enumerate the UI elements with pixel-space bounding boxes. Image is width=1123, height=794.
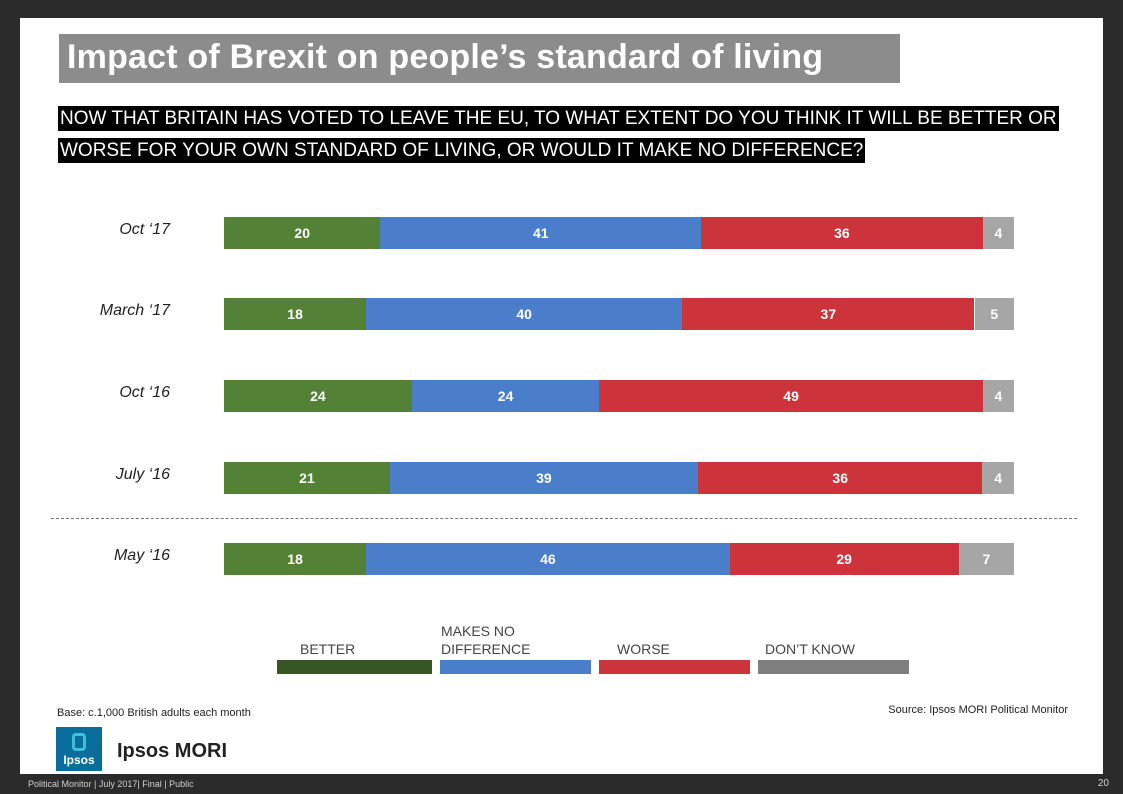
data-label: 4 (994, 388, 1003, 404)
logo-text: Ipsos (63, 753, 95, 767)
category-label: July ‘16 (115, 466, 170, 483)
legend-label-worse: WORSE (617, 640, 670, 658)
bar-segment-worse: 29 (729, 543, 959, 575)
chart-title: Impact of Brexit on people’s standard of… (67, 38, 824, 76)
data-label: 49 (783, 388, 799, 404)
data-label: 5 (990, 306, 999, 322)
data-label: 41 (532, 225, 549, 241)
data-label: 37 (820, 306, 837, 322)
bar-segment-better: 21 (224, 462, 390, 494)
dashed-divider (51, 518, 1077, 519)
bar-row: 24 24 49 4 (224, 380, 1014, 412)
bar-segment-dont-know: 7 (958, 543, 1014, 575)
data-label: 21 (299, 470, 315, 486)
data-label: 4 (994, 225, 1003, 241)
bar-row: 18 46 29 7 (224, 543, 1014, 575)
legend-swatch-better (277, 660, 432, 674)
ipsos-logo: Ipsos (56, 727, 102, 771)
bar-segment-worse: 36 (698, 462, 983, 494)
data-label: 18 (287, 551, 303, 567)
legend-label-better: BETTER (300, 640, 355, 658)
bar-segment-worse: 36 (701, 217, 983, 249)
legend-swatch-worse (599, 660, 750, 674)
data-label: 36 (834, 225, 850, 241)
category-label: Oct ‘17 (119, 221, 170, 238)
bar-segment-better: 18 (224, 543, 367, 575)
bar-segment-better: 18 (224, 298, 367, 330)
legend-label-line: WORSE (617, 641, 670, 657)
category-label: Oct ‘16 (119, 384, 170, 401)
logo-mark-icon (72, 733, 86, 751)
bar-segment-dont-know: 4 (982, 462, 1014, 494)
legend-swatch-dont-know (758, 660, 909, 674)
legend-label-line: MAKES NO (441, 623, 515, 639)
slide: Impact of Brexit on people’s standard of… (20, 18, 1103, 774)
bar-segment-no-difference: 40 (366, 298, 683, 330)
data-label: 24 (497, 388, 514, 404)
legend-label-dont-know: DON’T KNOW (765, 640, 855, 658)
page-number: 20 (1097, 778, 1109, 789)
legend-label-line: BETTER (300, 641, 356, 657)
data-label: 4 (994, 470, 1003, 486)
bar-segment-worse: 37 (682, 298, 975, 330)
bar-segment-dont-know: 5 (974, 298, 1014, 330)
question-text: NOW THAT BRITAIN HAS VOTED TO LEAVE THE … (58, 103, 1059, 167)
category-label: March ‘17 (99, 302, 170, 319)
legend-label-line: DON’T KNOW (765, 641, 855, 657)
bar-segment-better: 20 (224, 217, 381, 249)
data-label: 39 (536, 470, 552, 486)
category-label: May ‘16 (113, 547, 170, 564)
bar-row: 18 40 37 5 (224, 298, 1014, 330)
data-label: 7 (982, 551, 991, 567)
legend-swatch-no-difference (440, 660, 591, 674)
data-label: 20 (294, 225, 310, 241)
data-label: 24 (310, 388, 326, 404)
bar-segment-no-difference: 24 (411, 380, 600, 412)
source-note: Source: Ipsos MORI Political Monitor (888, 704, 1068, 716)
brand-name: Ipsos MORI (117, 740, 228, 762)
question-highlight: NOW THAT BRITAIN HAS VOTED TO LEAVE THE … (58, 106, 1059, 163)
bar-segment-no-difference: 41 (380, 217, 702, 249)
bar-row: 20 41 36 4 (224, 217, 1014, 249)
data-label: 40 (516, 306, 532, 322)
base-note: Base: c.1,000 British adults each month (57, 707, 251, 719)
data-label: 29 (836, 551, 852, 567)
data-label: 46 (540, 551, 556, 567)
bar-segment-dont-know: 4 (982, 380, 1014, 412)
bar-segment-dont-know: 4 (982, 217, 1014, 249)
data-label: 36 (832, 470, 848, 486)
legend-label-no-difference: MAKES NO DIFFERENCE (441, 622, 530, 658)
legend-label-line: DIFFERENCE (441, 641, 531, 657)
footer-info: Political Monitor | July 2017| Final | P… (28, 779, 194, 789)
data-label: 18 (287, 306, 303, 322)
bar-segment-no-difference: 46 (366, 543, 730, 575)
bar-segment-better: 24 (224, 380, 412, 412)
bar-segment-worse: 49 (599, 380, 983, 412)
bar-row: 21 39 36 4 (224, 462, 1014, 494)
bar-segment-no-difference: 39 (389, 462, 698, 494)
title-box: Impact of Brexit on people’s standard of… (59, 34, 900, 83)
